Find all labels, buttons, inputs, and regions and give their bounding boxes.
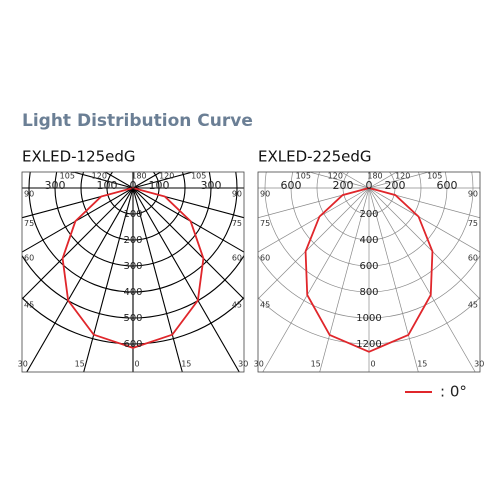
angle-label: 120 xyxy=(159,172,174,181)
r-tick-label: 600 xyxy=(359,261,378,272)
angle-label: 120 xyxy=(92,172,107,181)
angle-label: 180 xyxy=(367,172,382,181)
distribution-curve xyxy=(61,187,205,349)
r-tick-label: 600 xyxy=(123,339,142,350)
r-tick-label: 100 xyxy=(123,209,142,220)
angle-label: 90 xyxy=(468,190,478,199)
grid-ray xyxy=(73,172,134,189)
grid-ray xyxy=(132,187,183,372)
grid-ray xyxy=(132,187,244,300)
angle-label: 30 xyxy=(238,360,248,369)
grid-ray xyxy=(22,187,134,300)
angle-label: 0 xyxy=(370,360,375,369)
r-tick-label: 400 xyxy=(123,287,142,298)
grid-ray xyxy=(368,172,397,189)
r-tick-label: 200 xyxy=(123,235,142,246)
top-tick-label: 200 xyxy=(385,179,406,192)
grid-ray xyxy=(132,187,240,372)
angle-label: 15 xyxy=(181,360,191,369)
top-tick-label: 600 xyxy=(281,179,302,192)
chart-title: EXLED-125edG xyxy=(22,148,136,166)
angle-label: 0 xyxy=(134,360,139,369)
r-tick-label: 200 xyxy=(359,209,378,220)
angle-label: 105 xyxy=(296,172,311,181)
angle-label: 75 xyxy=(260,219,270,228)
plot-frame xyxy=(21,171,245,373)
top-tick-label: 300 xyxy=(45,179,66,192)
angle-label: 30 xyxy=(474,360,484,369)
grid-ray xyxy=(258,187,370,300)
r-tick-label: 1000 xyxy=(356,313,381,324)
figure-title: Light Distribution Curve xyxy=(22,111,253,131)
top-tick-label: 100 xyxy=(97,179,118,192)
angle-label: 75 xyxy=(468,219,478,228)
top-tick-label: 200 xyxy=(333,179,354,192)
grid-ray xyxy=(368,187,419,372)
angle-label: 180 xyxy=(131,172,146,181)
angle-label: 15 xyxy=(75,360,85,369)
angle-label: 75 xyxy=(232,219,242,228)
angle-label: 60 xyxy=(260,254,270,263)
grid-ray xyxy=(132,172,161,189)
angle-label: 90 xyxy=(24,190,34,199)
angle-label: 120 xyxy=(395,172,410,181)
grid-ray xyxy=(105,172,134,189)
grid-ray xyxy=(319,187,370,372)
angle-label: 15 xyxy=(417,360,427,369)
r-tick-label: 300 xyxy=(123,261,142,272)
grid-ray xyxy=(309,172,370,189)
top-tick-label: 100 xyxy=(149,179,170,192)
grid-ray xyxy=(26,187,134,372)
angle-label: 45 xyxy=(24,301,34,310)
top-tick-label: 0 xyxy=(130,179,137,192)
grid-ray xyxy=(368,187,480,300)
angle-label: 105 xyxy=(191,172,206,181)
plot xyxy=(22,172,244,372)
grid-ray xyxy=(83,187,134,372)
distribution-curve xyxy=(304,187,434,353)
grid-ray xyxy=(341,172,370,189)
angle-label: 120 xyxy=(328,172,343,181)
grid-ray xyxy=(368,172,429,189)
grid-ray xyxy=(368,187,476,372)
angle-label: 45 xyxy=(468,301,478,310)
r-tick-label: 800 xyxy=(359,287,378,298)
r-tick-label: 500 xyxy=(123,313,142,324)
chart-title: EXLED-225edG xyxy=(258,148,372,166)
legend-label: : 0° xyxy=(440,383,467,401)
grid-ray xyxy=(132,172,193,189)
angle-label: 15 xyxy=(311,360,321,369)
angle-label: 105 xyxy=(60,172,75,181)
grid-ray xyxy=(368,187,480,253)
angle-label: 30 xyxy=(254,360,264,369)
top-tick-label: 300 xyxy=(201,179,222,192)
angle-label: 60 xyxy=(24,254,34,263)
r-tick-label: 1200 xyxy=(356,339,381,350)
grid-ray xyxy=(262,187,370,372)
angle-label: 30 xyxy=(18,360,28,369)
angle-label: 90 xyxy=(232,190,242,199)
angle-label: 60 xyxy=(468,254,478,263)
r-tick-label: 400 xyxy=(359,235,378,246)
grid-ray xyxy=(258,187,370,253)
plot xyxy=(258,172,480,372)
angle-label: 45 xyxy=(260,301,270,310)
angle-label: 90 xyxy=(260,190,270,199)
angle-label: 60 xyxy=(232,254,242,263)
top-tick-label: 600 xyxy=(437,179,458,192)
angle-label: 105 xyxy=(427,172,442,181)
plot-frame xyxy=(257,171,481,373)
angle-label: 45 xyxy=(232,301,242,310)
top-tick-label: 0 xyxy=(366,179,373,192)
angle-label: 75 xyxy=(24,219,34,228)
